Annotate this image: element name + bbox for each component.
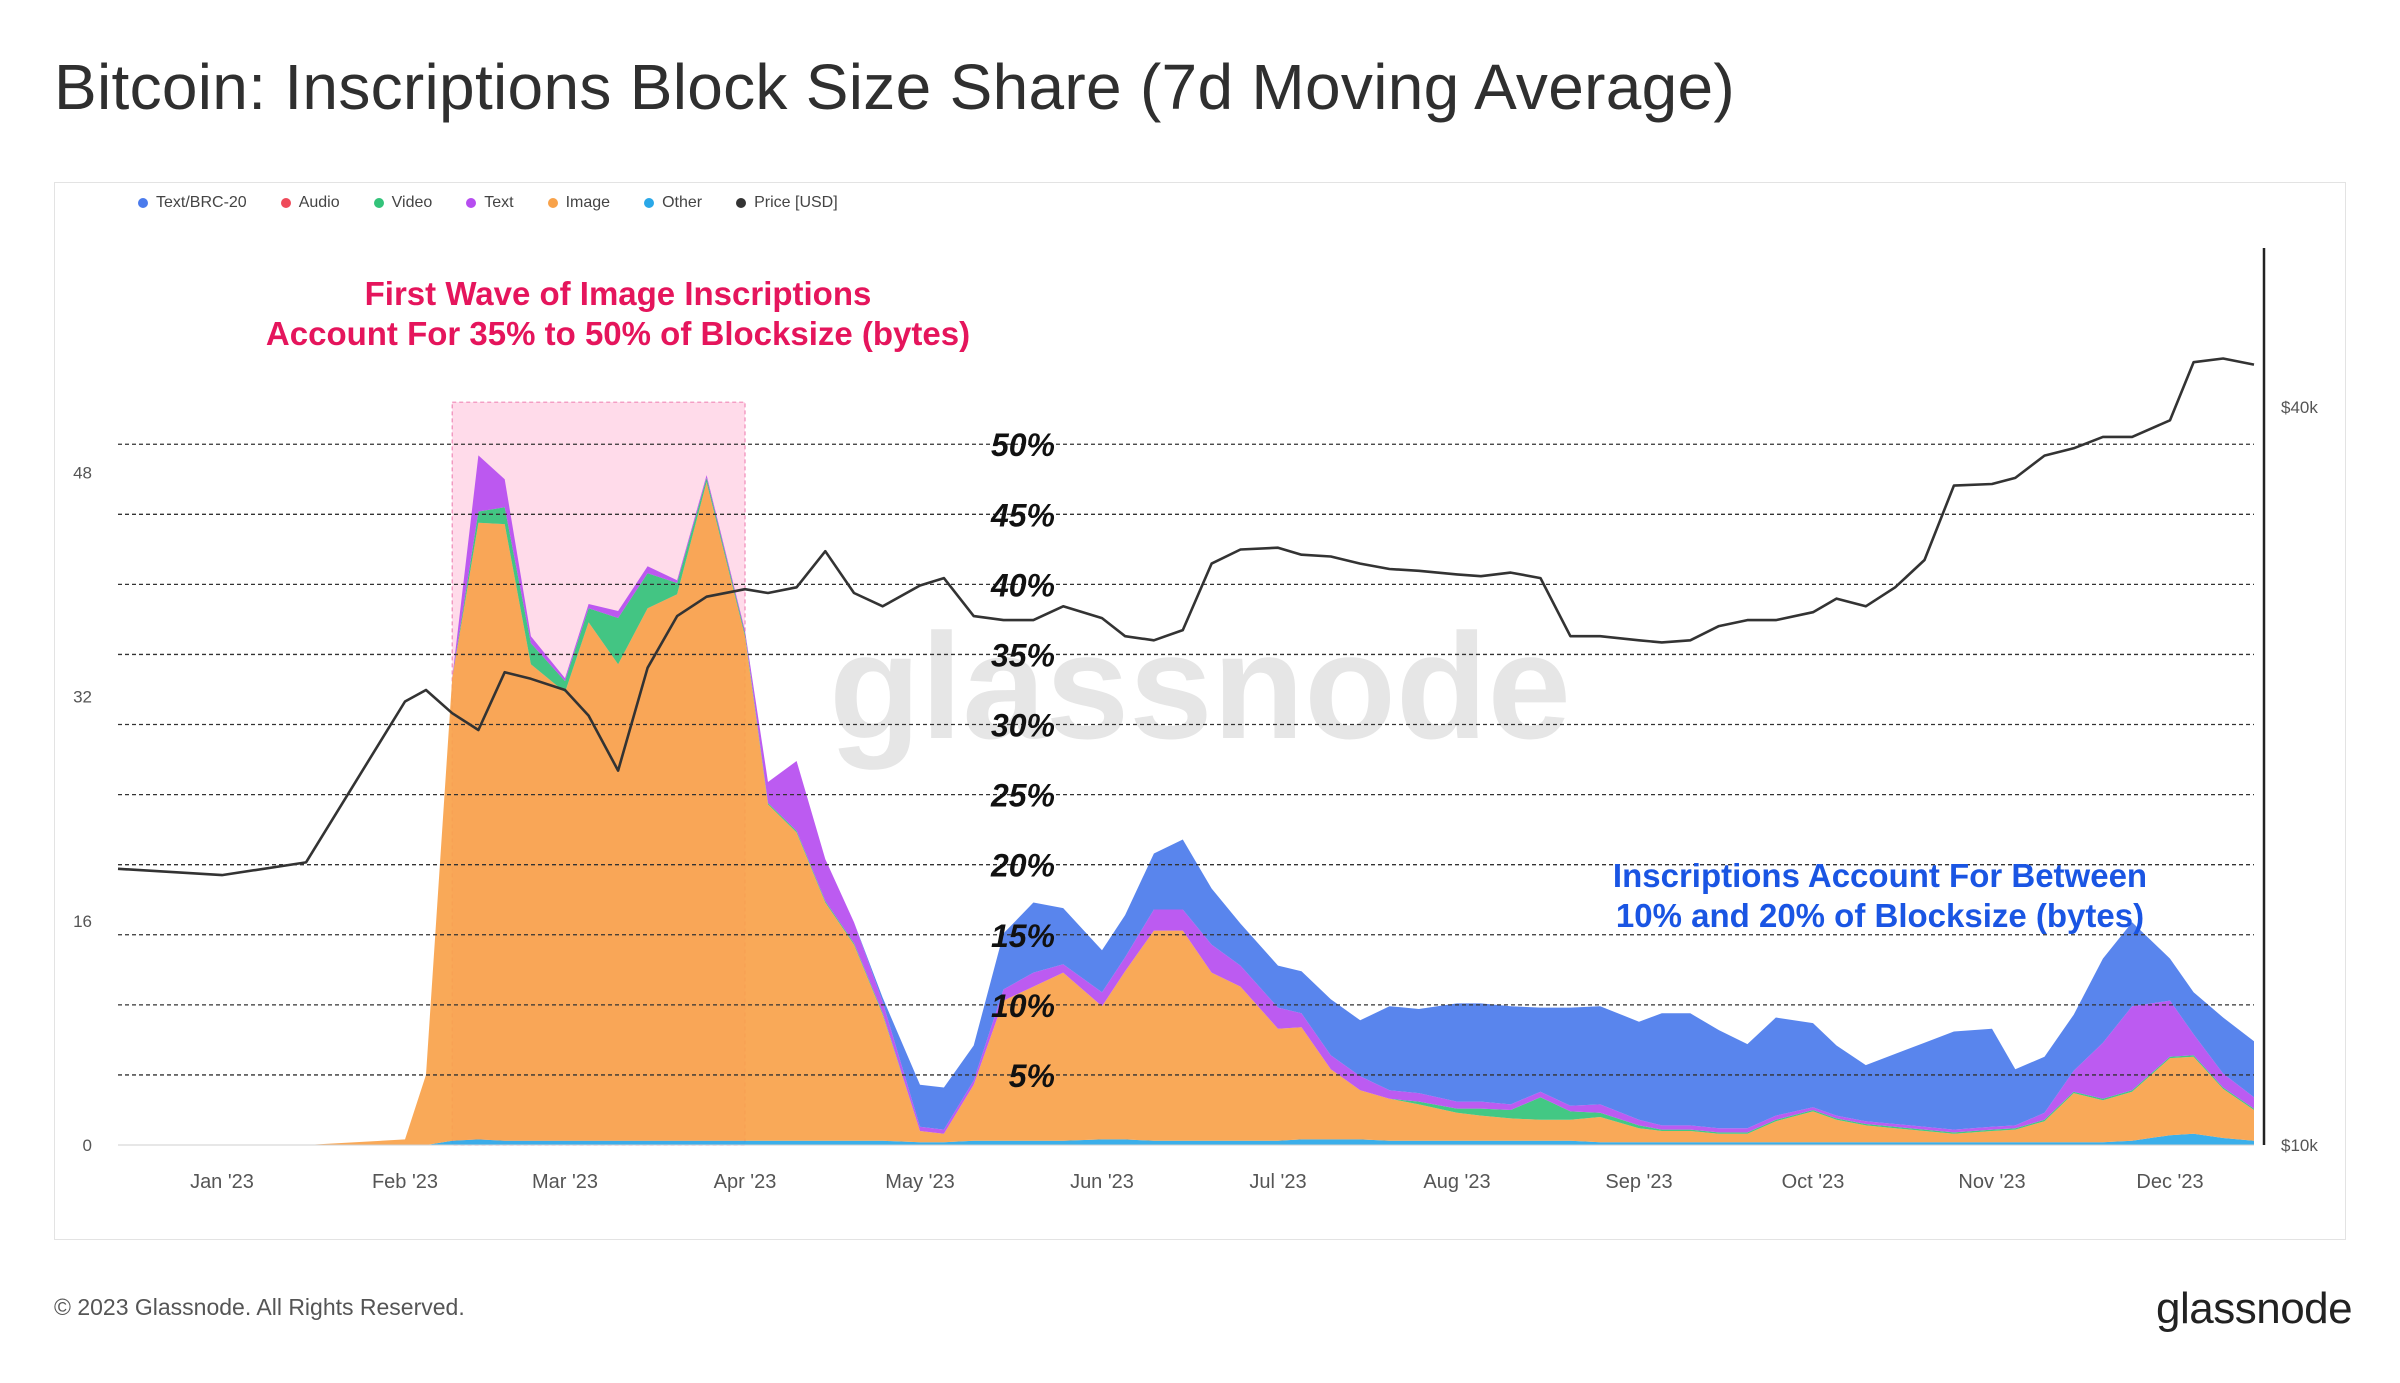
x-tick-label: Mar '23: [532, 1171, 598, 1193]
reference-label: 40%: [990, 567, 1055, 603]
price-axis-label: $10k: [2281, 1136, 2318, 1155]
series-area-image: [118, 482, 2254, 1146]
legend-dot-icon: [547, 198, 558, 208]
reference-label: 50%: [991, 427, 1055, 463]
annotation-text: 10% and 20% of Blocksize (bytes): [1616, 897, 2144, 934]
annotation-text: Inscriptions Account For Between: [1613, 857, 2147, 894]
legend-label: Video: [391, 194, 433, 211]
legend-item[interactable]: Text: [466, 194, 514, 212]
legend-label: Other: [662, 194, 703, 211]
y-tick-label: 32: [73, 688, 92, 707]
reference-label: 45%: [990, 497, 1055, 533]
legend-item[interactable]: Video: [373, 194, 433, 212]
reference-label: 35%: [991, 637, 1055, 673]
annotation-text: First Wave of Image Inscriptions: [365, 275, 872, 312]
legend-dot-icon: [466, 198, 477, 208]
legend-item[interactable]: Other: [644, 194, 702, 212]
legend-dot-icon: [373, 198, 384, 208]
reference-label: 5%: [1009, 1058, 1055, 1094]
x-tick-label: Jun '23: [1070, 1171, 1134, 1193]
reference-label: 30%: [991, 708, 1055, 744]
legend-dot-icon: [138, 198, 148, 208]
chart-title: Bitcoin: Inscriptions Block Size Share (…: [54, 51, 1736, 123]
price-line: [117, 357, 2255, 877]
x-tick-label: Jul '23: [1249, 1171, 1306, 1193]
glassnode-logo: glassnode: [2156, 1284, 2353, 1333]
x-tick-label: Aug '23: [1423, 1171, 1490, 1193]
reference-label: 10%: [991, 988, 1055, 1024]
y-tick-label: 0: [83, 1136, 92, 1155]
x-tick-label: Sep '23: [1605, 1171, 1672, 1193]
x-tick-label: Feb '23: [372, 1171, 438, 1193]
legend-dot-icon: [280, 198, 291, 208]
chart-legend: Text/BRC-20 Audio Video Text Image Other Price…: [138, 194, 838, 212]
reference-label: 15%: [991, 918, 1055, 954]
price-axis-label: $40k: [2281, 398, 2318, 417]
reference-label: 20%: [990, 848, 1055, 884]
legend-item[interactable]: Audio: [280, 194, 340, 212]
legend-label: Price [USD]: [754, 194, 838, 211]
chart-frame: [54, 182, 2346, 1240]
watermark: glassnode: [829, 602, 1571, 770]
y-tick-label: 48: [73, 463, 92, 482]
legend-item[interactable]: Price [USD]: [736, 194, 838, 212]
legend-label: Image: [565, 194, 611, 211]
reference-label: 25%: [990, 778, 1055, 814]
x-tick-label: Oct '23: [1782, 1171, 1845, 1193]
legend-label: Text: [484, 194, 514, 211]
y-tick-label: 16: [73, 912, 92, 931]
legend-dot-icon: [736, 198, 747, 208]
x-tick-label: Apr '23: [714, 1171, 777, 1193]
legend-item[interactable]: Text/BRC-20: [138, 194, 247, 212]
x-tick-label: Nov '23: [1958, 1171, 2025, 1193]
copyright-text: © 2023 Glassnode. All Rights Reserved.: [54, 1294, 465, 1320]
annotation-text: Account For 35% to 50% of Blocksize (byt…: [266, 315, 970, 352]
series-area-text-brc-20: [118, 455, 2254, 1145]
x-tick-label: Jan '23: [190, 1171, 254, 1193]
legend-dot-icon: [644, 198, 655, 208]
legend-label: Audio: [298, 194, 340, 211]
legend-label: Text/BRC-20: [156, 194, 247, 211]
x-tick-label: Dec '23: [2136, 1171, 2203, 1193]
legend-item[interactable]: Image: [547, 194, 611, 212]
x-tick-label: May '23: [885, 1171, 954, 1193]
